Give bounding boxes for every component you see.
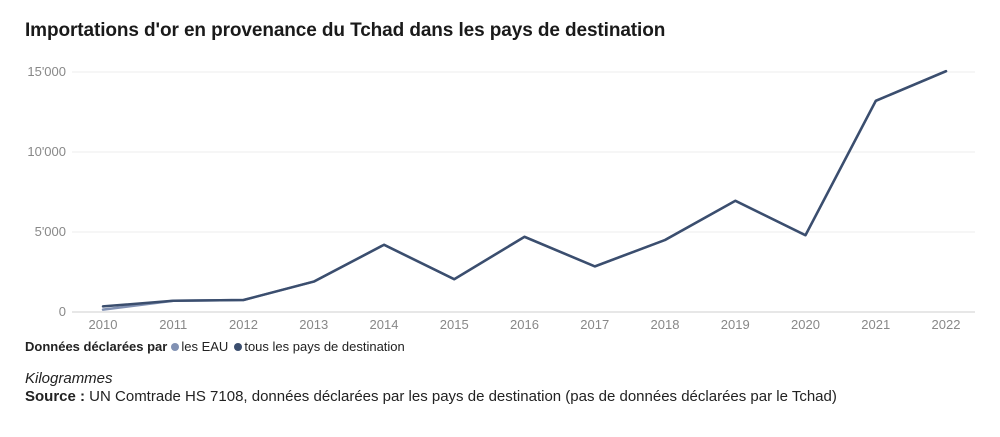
x-tick-label: 2019 [721,317,750,332]
source-text: UN Comtrade HS 7108, données déclarées p… [85,388,837,405]
x-tick-label: 2010 [89,317,118,332]
legend-label-eau: les EAU [181,339,229,354]
legend-label-all: tous les pays de destination [244,339,405,354]
y-axis-ticks: 0 5'000 10'000 15'000 [27,64,66,319]
x-tick-label: 2014 [370,317,399,332]
legend-item-all[interactable]: tous les pays de destination [234,339,405,354]
series-line-eau [101,69,948,311]
x-tick-label: 2015 [440,317,469,332]
x-tick-label: 2011 [159,317,187,332]
x-tick-label: 2022 [932,317,961,332]
chart-title: Importations d'or en provenance du Tchad… [25,20,666,41]
source-note: Source : UN Comtrade HS 7108, données dé… [25,388,837,405]
x-tick-label: 2012 [229,317,258,332]
legend: Données déclarées par les EAU tous les p… [25,339,411,354]
x-tick-label: 2020 [791,317,820,332]
unit-label: Kilogrammes [25,370,113,387]
x-tick-label: 2018 [651,317,680,332]
x-tick-label: 2017 [580,317,609,332]
legend-dot-all [234,342,243,351]
x-tick-label: 2016 [510,317,539,332]
series-lines [101,69,948,311]
y-tick-label: 0 [59,304,66,319]
legend-dot-eau [171,342,180,351]
series-line-all [101,69,948,308]
x-tick-label: 2021 [861,317,890,332]
grid-lines [72,71,975,313]
y-tick-label: 15'000 [27,64,66,79]
x-axis-ticks: 2010 2011 2012 2013 2014 2015 2016 2017 2018 2019… [89,317,961,332]
source-label: Source : [25,388,86,405]
x-tick-label: 2013 [299,317,328,332]
legend-title: Données déclarées par [25,339,168,354]
y-tick-label: 5'000 [35,224,66,239]
legend-item-eau[interactable]: les EAU [171,339,228,354]
y-tick-label: 10'000 [27,144,66,159]
